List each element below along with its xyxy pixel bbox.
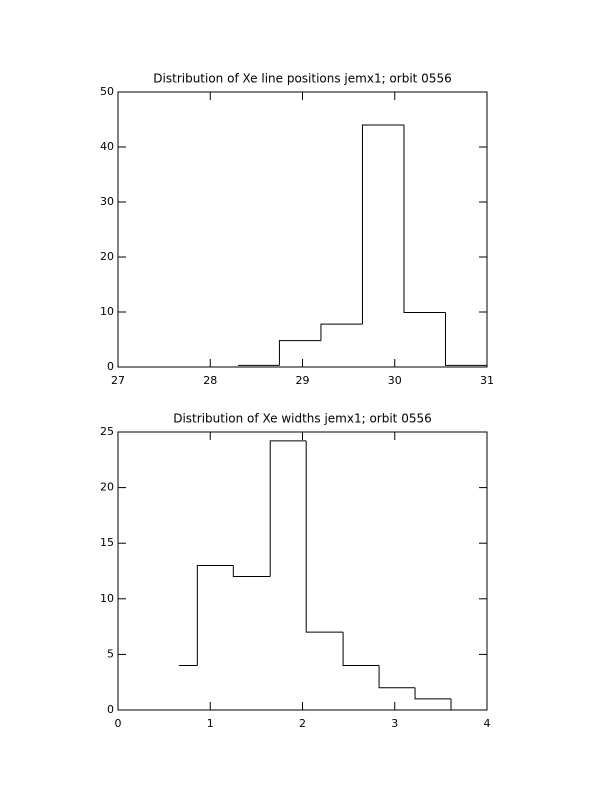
histogram-bin <box>278 340 321 366</box>
y-tick-label: 0 <box>107 703 114 716</box>
y-tick-label: 0 <box>107 360 114 373</box>
histogram-bin <box>444 312 487 366</box>
y-tick-label: 10 <box>100 592 114 605</box>
histogram-bin <box>269 440 307 577</box>
y-tick-label: 25 <box>100 425 114 438</box>
histogram-bin <box>196 564 234 666</box>
y-tick-label: 40 <box>100 140 114 153</box>
histogram-bin <box>342 632 380 667</box>
x-tick-label: 3 <box>391 717 398 730</box>
histogram-bin <box>378 665 416 689</box>
x-tick-label: 2 <box>299 717 306 730</box>
x-tick-label: 29 <box>296 374 310 387</box>
y-tick-label: 15 <box>100 536 114 549</box>
chart-title: Distribution of Xe line positions jemx1;… <box>153 72 451 86</box>
y-tick-label: 30 <box>100 195 114 208</box>
y-tick-label: 20 <box>100 250 114 263</box>
y-tick-label: 10 <box>100 305 114 318</box>
x-tick-label: 0 <box>115 717 122 730</box>
histogram-bin <box>361 124 404 325</box>
y-tick-label: 20 <box>100 481 114 494</box>
chart-title: Distribution of Xe widths jemx1; orbit 0… <box>173 412 432 426</box>
y-tick-label: 5 <box>107 647 114 660</box>
x-tick-label: 31 <box>480 374 494 387</box>
histogram-bin <box>450 698 487 711</box>
histogram-bin <box>305 440 344 633</box>
x-tick-label: 27 <box>111 374 125 387</box>
histogram-bin <box>414 687 452 700</box>
x-tick-label: 30 <box>388 374 402 387</box>
histogram-bin <box>232 565 271 578</box>
x-tick-label: 1 <box>207 717 214 730</box>
x-tick-label: 4 <box>484 717 491 730</box>
x-tick-label: 28 <box>203 374 217 387</box>
y-tick-label: 50 <box>100 85 114 98</box>
histogram-bin <box>320 323 363 341</box>
histogram-bin <box>403 125 446 314</box>
